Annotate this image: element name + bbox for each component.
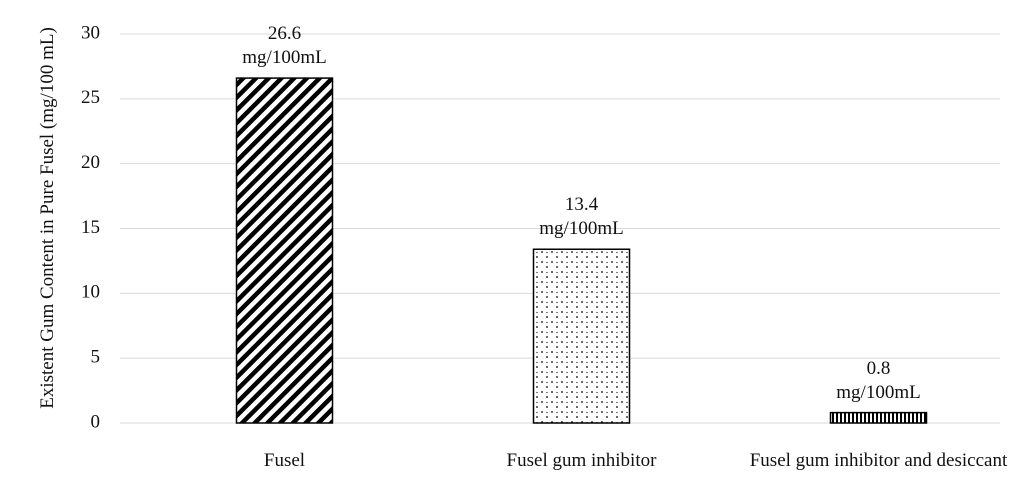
y-tick-label: 10 (81, 282, 100, 303)
y-tick-label: 15 (81, 217, 100, 238)
y-axis-label: Existent Gum Content in Pure Fusel (mg/1… (37, 27, 58, 409)
y-tick-label: 25 (81, 87, 100, 108)
x-tick-label: Fusel gum inhibitor (506, 450, 657, 471)
x-tick-label: Fusel (263, 450, 306, 471)
y-tick-label: 5 (91, 347, 101, 368)
bar (829, 411, 928, 424)
x-tick-label: Fusel gum inhibitor and desiccant (749, 450, 1008, 471)
bar (235, 77, 334, 424)
data-label: 13.4 mg/100mL (539, 194, 624, 240)
bar (532, 248, 631, 424)
data-label: 26.6 mg/100mL (242, 23, 327, 69)
data-label: 0.8 mg/100mL (836, 357, 921, 403)
y-tick-label: 30 (81, 22, 100, 43)
y-tick-label: 20 (81, 152, 100, 173)
y-tick-label: 0 (91, 411, 101, 432)
